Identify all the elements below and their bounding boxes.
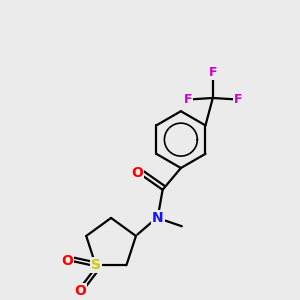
- Text: F: F: [208, 66, 217, 79]
- Text: O: O: [131, 166, 143, 180]
- Text: O: O: [61, 254, 73, 268]
- Text: F: F: [234, 93, 242, 106]
- Text: F: F: [183, 93, 192, 106]
- Text: N: N: [152, 211, 164, 225]
- Text: S: S: [91, 258, 101, 272]
- Text: O: O: [74, 284, 86, 298]
